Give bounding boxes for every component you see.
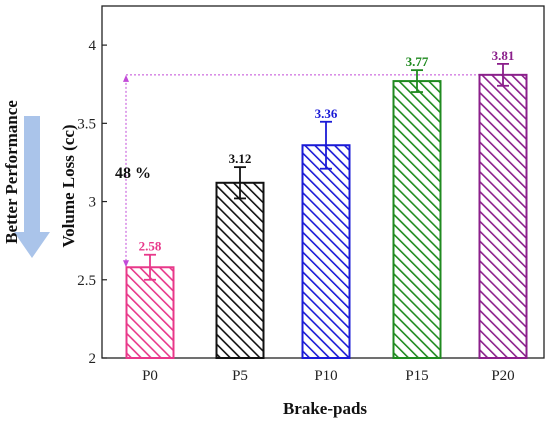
better-performance-label: Better Performance (2, 100, 21, 244)
y-tick-label: 2 (89, 351, 97, 367)
y-axis-title: Volume Loss (cc) (59, 124, 78, 247)
x-tick-label: P10 (314, 368, 337, 384)
percent-label: 48 % (115, 165, 151, 182)
error-bar (234, 166, 246, 200)
arrow-up-icon (123, 74, 129, 82)
bar-p15 (392, 80, 442, 360)
bar-p20 (478, 73, 528, 360)
error-bar (320, 120, 332, 170)
x-axis-title: Brake-pads (283, 399, 367, 418)
error-bar (497, 62, 509, 87)
data-label: 3.36 (315, 106, 338, 121)
y-tick-label: 4 (89, 38, 97, 54)
error-bar (144, 253, 156, 281)
x-tick-label: P5 (232, 368, 248, 384)
x-tick-label: P0 (142, 368, 158, 384)
y-tick-label: 3 (89, 195, 97, 211)
data-label: 3.12 (229, 151, 252, 166)
y-tick-label: 2.5 (77, 273, 96, 289)
bar-p0 (125, 266, 175, 359)
data-label: 2.58 (139, 239, 162, 254)
bar-p10 (301, 144, 351, 359)
x-tick-label: P15 (405, 368, 428, 384)
down-arrow-icon (14, 116, 50, 258)
better-performance-indicator: Better Performance (2, 100, 50, 258)
arrow-down-icon (123, 260, 129, 268)
data-label: 3.81 (492, 48, 515, 63)
y-tick-label: 3.5 (77, 116, 96, 132)
error-bar (411, 69, 423, 93)
bars: 2.58 3.12 3.36 3.77 3.81 (125, 48, 528, 360)
x-axis-ticks: P0 P5 P10 P15 P20 (142, 353, 515, 384)
bar-p5 (215, 181, 265, 359)
y-axis-ticks: 2 2.5 3 3.5 4 (77, 38, 107, 367)
x-tick-label: P20 (491, 368, 514, 384)
data-label: 3.77 (406, 54, 429, 69)
